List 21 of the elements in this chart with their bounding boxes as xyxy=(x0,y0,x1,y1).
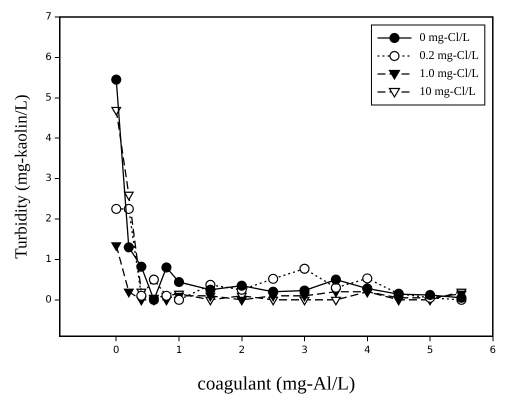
legend-label: 1.0 mg-Cl/L xyxy=(419,66,479,80)
x-tick-label: 1 xyxy=(176,344,182,356)
x-tick-label: 3 xyxy=(301,344,308,356)
y-axis-title: Turbidity (mg-kaolin/L) xyxy=(12,94,31,259)
y-tick-label: 2 xyxy=(45,214,52,225)
x-tick-label: 5 xyxy=(426,344,434,356)
x-tick-label: 4 xyxy=(364,344,370,356)
x-tick-label: 2 xyxy=(238,344,245,356)
legend-label: 10 mg-Cl/L xyxy=(419,84,476,98)
legend-label: 0.2 mg-Cl/L xyxy=(419,48,479,62)
y-tick-label: 7 xyxy=(45,12,52,23)
y-tick-label: 0 xyxy=(45,294,52,306)
y-tick-label: 3 xyxy=(45,173,52,184)
x-tick-label: 6 xyxy=(490,344,496,356)
x-axis-title: coagulant (mg-Al/L) xyxy=(197,374,356,395)
y-tick-label: 5 xyxy=(45,92,52,104)
y-tick-label: 4 xyxy=(45,132,52,144)
y-tick-label: 1 xyxy=(45,254,52,266)
legend-label: 0 mg-Cl/L xyxy=(419,30,470,44)
y-tick-label: 6 xyxy=(45,52,52,63)
x-tick-label: 0 xyxy=(113,344,120,356)
